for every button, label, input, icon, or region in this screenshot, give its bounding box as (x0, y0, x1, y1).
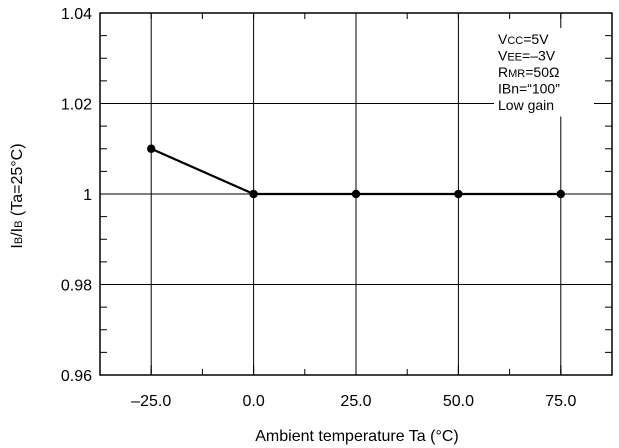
y-tick-label: 1.04 (61, 6, 92, 23)
y-axis-label-part: I (9, 244, 26, 248)
x-tick-label: 50.0 (443, 393, 474, 410)
annotation-subscript: CC (507, 35, 523, 47)
annotation-text: V (498, 48, 508, 64)
annotation-text: =50Ω (525, 64, 559, 80)
y-axis-label-part: (Ta=25°C) (9, 143, 26, 220)
y-axis-label: IB/IB (Ta=25°C) (9, 143, 26, 248)
x-tick-label: –25.0 (131, 393, 171, 410)
annotation-subscript: EE (507, 52, 522, 64)
annotation-line: IBn=“100” (498, 81, 560, 97)
y-tick-label: 0.96 (61, 368, 92, 385)
annotation-text: =–3V (522, 48, 556, 64)
series-layer (147, 144, 565, 199)
y-axis-label-part: /I (9, 228, 26, 237)
x-tick-label: 0.0 (242, 393, 264, 410)
y-axis-label-subscript: B (13, 221, 25, 228)
annotation-line: VEE=–3V (498, 48, 556, 64)
annotation-line: VCC=5V (498, 31, 549, 47)
x-tick-labels: –25.0 0.0 25.0 50.0 75.0 (131, 393, 576, 410)
x-tick-label: 25.0 (340, 393, 371, 410)
y-tick-label: 1 (83, 187, 92, 204)
y-axis-label-subscript: B (13, 237, 25, 244)
data-point (147, 144, 156, 153)
annotation-text: V (498, 31, 508, 47)
annotation-text: =5V (523, 31, 549, 47)
annotation-background (494, 28, 594, 117)
data-point (454, 189, 463, 199)
annotation-text: Low gain (498, 97, 554, 113)
annotation-line: RMR=50Ω (498, 64, 559, 80)
annotation-text: IBn=“100” (498, 81, 560, 97)
y-tick-labels: 0.96 0.98 1 1.02 1.04 (61, 6, 92, 385)
y-tick-label: 0.98 (61, 278, 92, 295)
annotation-line: Low gain (498, 97, 554, 113)
y-tick-label: 1.02 (61, 97, 92, 114)
data-point (249, 189, 258, 199)
x-axis-label: Ambient temperature Ta (°C) (255, 428, 459, 445)
x-tick-label: 75.0 (545, 393, 576, 410)
data-point (556, 189, 565, 199)
data-point (351, 189, 361, 199)
annotation-text: R (498, 64, 508, 80)
plot-frame (99, 12, 613, 376)
annotation-subscript: MR (508, 68, 525, 80)
